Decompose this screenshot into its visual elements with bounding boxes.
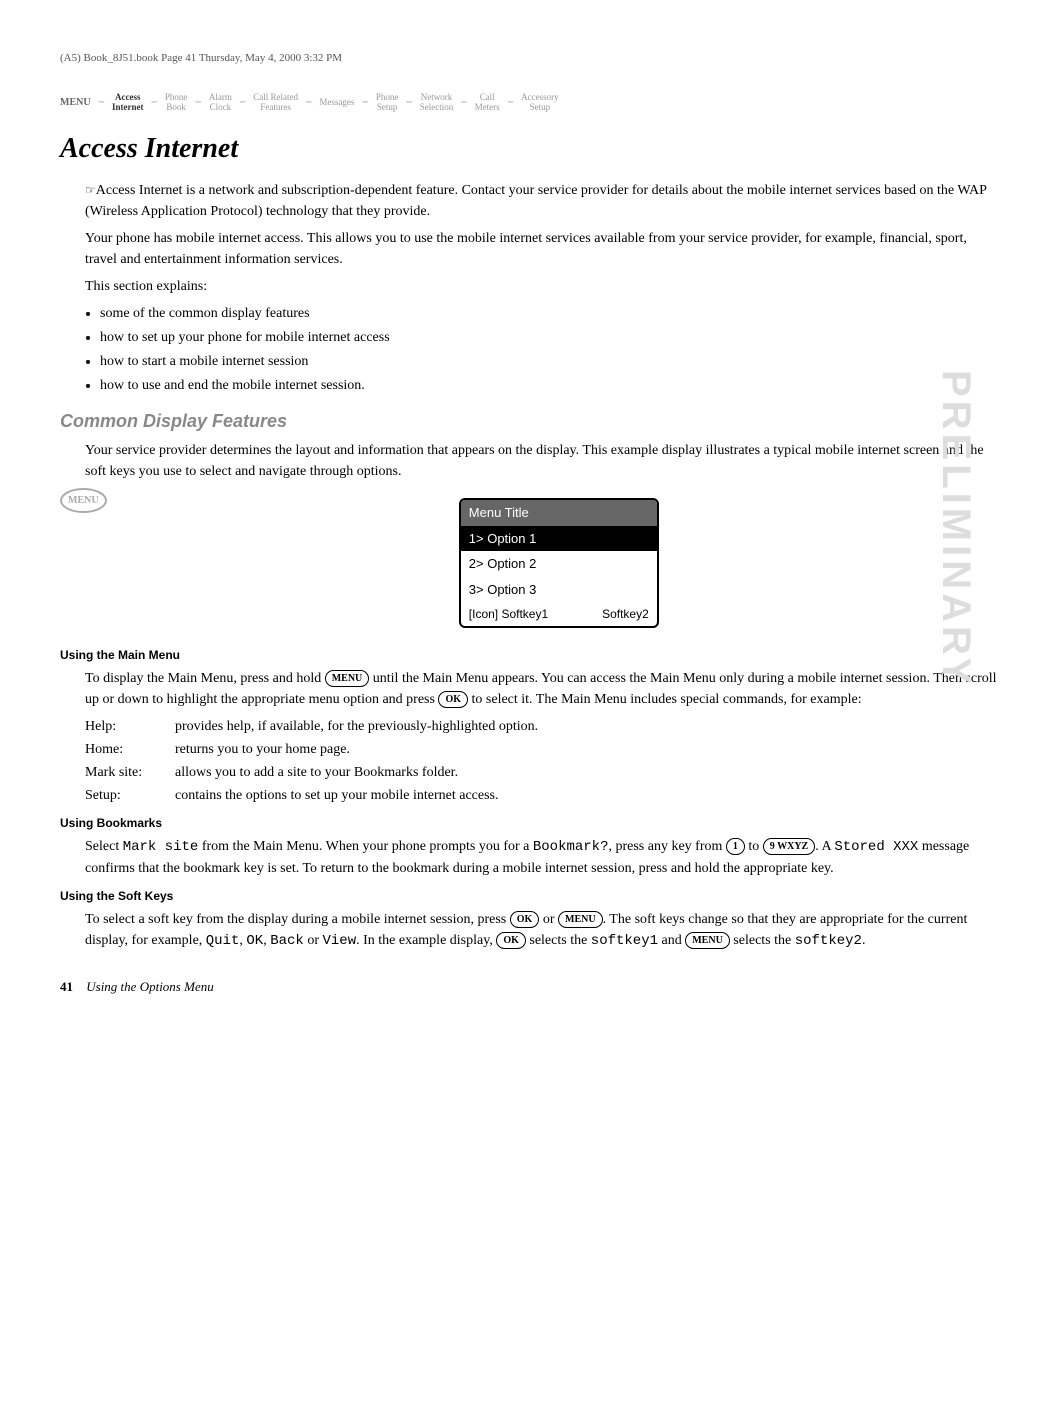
ok-key-icon: OK bbox=[438, 691, 468, 708]
key-9-icon: 9 WXYZ bbox=[763, 838, 815, 855]
screen-title: Menu Title bbox=[461, 500, 657, 526]
page-title: Access Internet bbox=[60, 128, 1001, 170]
ok-key-icon: OK bbox=[496, 932, 526, 949]
page-footer: 41 Using the Options Menu bbox=[60, 977, 1001, 997]
nav-connector: ━ bbox=[508, 96, 513, 110]
nav-item-call-meters: CallMeters bbox=[475, 92, 500, 114]
nav-item-network: NetworkSelection bbox=[420, 92, 454, 114]
bullet-item: some of the common display features bbox=[100, 303, 1001, 324]
screen-option-2: 2> Option 2 bbox=[461, 551, 657, 577]
def-mark: Mark site:allows you to add a site to yo… bbox=[85, 762, 1001, 783]
footer-section: Using the Options Menu bbox=[86, 979, 213, 994]
softkey-2: Softkey2 bbox=[602, 605, 649, 623]
screen-option-3: 3> Option 3 bbox=[461, 577, 657, 603]
def-home: Home:returns you to your home page. bbox=[85, 739, 1001, 760]
intro-paragraph-2: Your phone has mobile internet access. T… bbox=[85, 228, 1001, 270]
softkey-1: [Icon] Softkey1 bbox=[469, 605, 548, 623]
common-paragraph: Your service provider determines the lay… bbox=[85, 440, 1001, 482]
menu-label: MENU bbox=[60, 95, 91, 110]
nav-connector: ━ bbox=[461, 96, 466, 110]
menu-key-icon: MENU bbox=[60, 488, 107, 513]
screen-option-1: 1> Option 1 bbox=[461, 526, 657, 552]
note-icon: ☞ bbox=[85, 183, 96, 197]
bullet-item: how to start a mobile internet session bbox=[100, 351, 1001, 372]
intro-paragraph-3: This section explains: bbox=[85, 276, 1001, 297]
menu-key-icon: MENU bbox=[558, 911, 603, 928]
nav-connector: ━ bbox=[99, 96, 104, 110]
nav-connector: ━ bbox=[306, 96, 311, 110]
def-setup: Setup:contains the options to set up you… bbox=[85, 785, 1001, 806]
ok-key-icon: OK bbox=[510, 911, 540, 928]
nav-connector: ━ bbox=[362, 96, 367, 110]
section-common-display: Common Display Features bbox=[60, 408, 1001, 435]
nav-item-access-internet: AccessInternet bbox=[112, 92, 144, 114]
preliminary-watermark: PRELIMINARY bbox=[926, 370, 986, 688]
nav-connector: ━ bbox=[406, 96, 411, 110]
phone-screen-mockup: Menu Title 1> Option 1 2> Option 2 3> Op… bbox=[459, 498, 659, 628]
bullet-item: how to use and end the mobile internet s… bbox=[100, 375, 1001, 396]
subsection-main-menu: Using the Main Menu bbox=[60, 646, 1001, 664]
nav-item-accessory: AccessorySetup bbox=[521, 92, 559, 114]
page-number: 41 bbox=[60, 979, 73, 994]
subsection-softkeys: Using the Soft Keys bbox=[60, 887, 1001, 905]
bookmarks-paragraph: Select Mark site from the Main Menu. Whe… bbox=[85, 836, 1001, 879]
intro-paragraph-1: ☞Access Internet is a network and subscr… bbox=[85, 180, 1001, 222]
def-help: Help:provides help, if available, for th… bbox=[85, 716, 1001, 737]
nav-connector: ━ bbox=[240, 96, 245, 110]
key-1-icon: 1 bbox=[726, 838, 745, 855]
menu-key-icon: MENU bbox=[685, 932, 730, 949]
nav-connector: ━ bbox=[151, 96, 156, 110]
subsection-bookmarks: Using Bookmarks bbox=[60, 814, 1001, 832]
nav-item-alarm-clock: AlarmClock bbox=[209, 92, 232, 114]
nav-item-messages: Messages bbox=[319, 97, 354, 108]
bullet-item: how to set up your phone for mobile inte… bbox=[100, 327, 1001, 348]
nav-connector: ━ bbox=[195, 96, 200, 110]
screen-softkeys: [Icon] Softkey1 Softkey2 bbox=[461, 602, 657, 626]
nav-item-phone-book: PhoneBook bbox=[165, 92, 188, 114]
intro-bullets: some of the common display features how … bbox=[100, 303, 1001, 396]
mainmenu-paragraph: To display the Main Menu, press and hold… bbox=[85, 668, 1001, 710]
nav-item-phone-setup: PhoneSetup bbox=[376, 92, 399, 114]
menu-key-icon: MENU bbox=[325, 670, 370, 687]
print-header: (A5) Book_8J51.book Page 41 Thursday, Ma… bbox=[60, 50, 1001, 67]
menu-nav-bar: MENU ━ AccessInternet ━ PhoneBook ━ Alar… bbox=[60, 92, 1001, 119]
softkeys-paragraph: To select a soft key from the display du… bbox=[85, 909, 1001, 952]
nav-item-call-features: Call RelatedFeatures bbox=[253, 92, 298, 114]
